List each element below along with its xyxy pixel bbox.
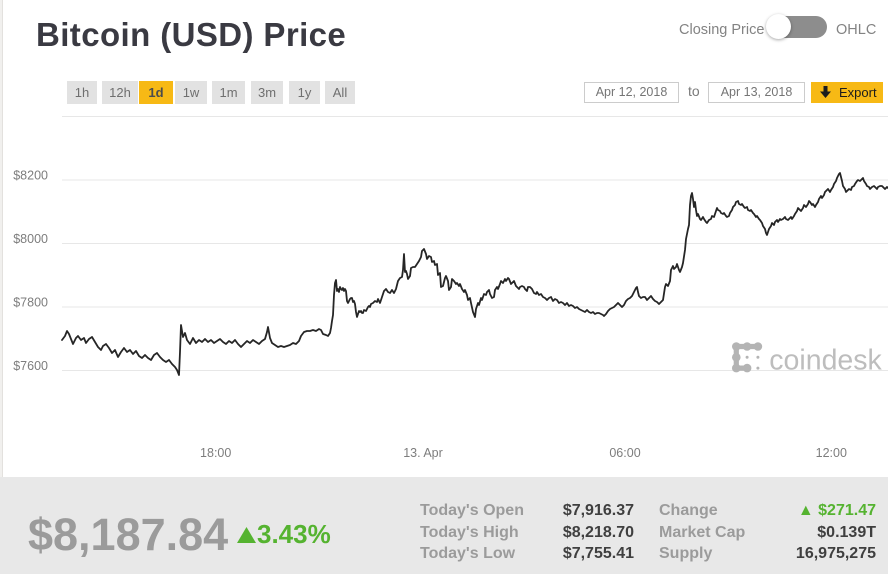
svg-text:$7600: $7600 xyxy=(13,359,48,373)
svg-text:06:00: 06:00 xyxy=(609,446,640,460)
svg-text:coindesk: coindesk xyxy=(769,345,882,377)
svg-text:$7800: $7800 xyxy=(13,296,48,310)
svg-text:18:00: 18:00 xyxy=(200,446,231,460)
svg-text:$8200: $8200 xyxy=(13,169,48,183)
svg-text:12:00: 12:00 xyxy=(816,446,847,460)
svg-text:$8000: $8000 xyxy=(13,232,48,246)
svg-text:13. Apr: 13. Apr xyxy=(403,446,443,460)
